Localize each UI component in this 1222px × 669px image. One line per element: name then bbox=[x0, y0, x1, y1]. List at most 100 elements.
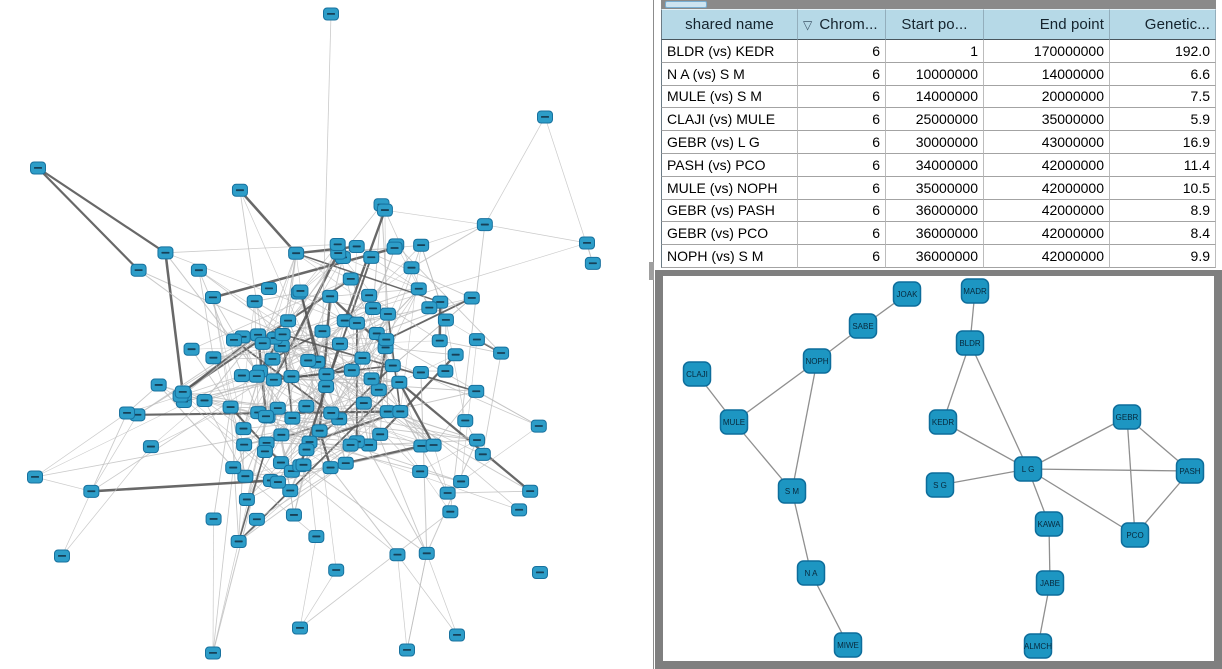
network-node-kawa[interactable]: KAWA bbox=[1034, 511, 1064, 537]
column-header-genetic-[interactable]: Genetic... bbox=[1110, 9, 1216, 40]
table-cell[interactable]: 6 bbox=[798, 199, 886, 223]
network-edge-L G-GEBR[interactable] bbox=[1027, 416, 1128, 470]
node-shape[interactable] bbox=[682, 361, 712, 387]
network-node[interactable] bbox=[437, 313, 454, 327]
table-cell[interactable]: 10000000 bbox=[886, 62, 984, 86]
network-edge-S G-L G[interactable] bbox=[939, 468, 1029, 486]
network-node-pco[interactable]: PCO bbox=[1120, 522, 1150, 548]
table-cell[interactable]: CLAJI (vs) MULE bbox=[661, 108, 798, 132]
network-node[interactable] bbox=[354, 351, 371, 365]
network-node[interactable] bbox=[372, 427, 389, 441]
network-node[interactable] bbox=[469, 433, 486, 447]
node-shape[interactable] bbox=[1023, 633, 1053, 659]
network-node[interactable] bbox=[248, 512, 265, 526]
network-node[interactable] bbox=[522, 484, 539, 498]
network-edge-L G-PASH[interactable] bbox=[1027, 468, 1191, 472]
node-shape[interactable] bbox=[925, 472, 955, 498]
network-node[interactable] bbox=[150, 378, 167, 392]
node-shape[interactable] bbox=[1120, 522, 1150, 548]
network-edge-BLDR-L G[interactable] bbox=[969, 342, 1029, 470]
network-node[interactable] bbox=[323, 7, 339, 21]
table-cell[interactable]: 6 bbox=[798, 108, 886, 132]
table-cell[interactable]: 6 bbox=[798, 245, 886, 268]
network-node[interactable] bbox=[355, 396, 372, 410]
table-cell[interactable]: 1 bbox=[886, 40, 984, 63]
network-node-claji[interactable]: CLAJI bbox=[682, 361, 712, 387]
main-network-view[interactable] bbox=[0, 0, 652, 669]
table-cell[interactable]: 42000000 bbox=[984, 153, 1110, 177]
network-node[interactable] bbox=[142, 440, 159, 454]
network-node[interactable] bbox=[284, 411, 301, 425]
network-node-gebr[interactable]: GEBR bbox=[1112, 404, 1142, 430]
network-node[interactable] bbox=[273, 428, 290, 442]
node-shape[interactable] bbox=[960, 278, 990, 304]
table-cell[interactable]: 6 bbox=[798, 131, 886, 154]
network-node[interactable] bbox=[274, 327, 291, 341]
network-node[interactable] bbox=[412, 366, 429, 380]
network-node[interactable] bbox=[196, 394, 213, 408]
network-node[interactable] bbox=[205, 646, 221, 660]
table-cell[interactable]: 36000000 bbox=[886, 222, 984, 246]
network-node[interactable] bbox=[54, 549, 70, 563]
node-shape[interactable] bbox=[777, 478, 807, 504]
network-node[interactable] bbox=[412, 465, 429, 479]
table-cell[interactable]: 35000000 bbox=[886, 176, 984, 200]
table-cell[interactable]: 42000000 bbox=[984, 245, 1110, 268]
network-node[interactable] bbox=[222, 400, 239, 414]
table-cell[interactable]: 6 bbox=[798, 222, 886, 246]
network-edge-BLDR-KEDR[interactable] bbox=[942, 342, 971, 423]
network-node[interactable] bbox=[264, 352, 281, 366]
network-node[interactable] bbox=[323, 406, 340, 420]
network-edge-S M-N A[interactable] bbox=[791, 490, 812, 574]
network-node[interactable] bbox=[205, 512, 222, 526]
network-node[interactable] bbox=[343, 363, 360, 377]
network-node[interactable] bbox=[329, 237, 346, 251]
network-node[interactable] bbox=[283, 370, 300, 384]
network-node[interactable] bbox=[537, 110, 553, 124]
node-shape[interactable] bbox=[1034, 511, 1064, 537]
table-cell[interactable]: 6 bbox=[798, 153, 886, 177]
network-node-almch[interactable]: ALMCH bbox=[1023, 633, 1053, 659]
network-node[interactable] bbox=[254, 336, 271, 350]
table-cell[interactable]: 7.5 bbox=[1110, 85, 1216, 109]
network-node[interactable] bbox=[410, 282, 427, 296]
network-node[interactable] bbox=[453, 475, 470, 489]
table-cell[interactable]: N A (vs) S M bbox=[661, 62, 798, 86]
network-node[interactable] bbox=[231, 183, 248, 197]
network-node[interactable] bbox=[348, 316, 365, 330]
table-cell[interactable]: PASH (vs) PCO bbox=[661, 153, 798, 177]
network-node[interactable] bbox=[314, 324, 331, 338]
column-header-end-point[interactable]: End point bbox=[984, 9, 1110, 40]
network-node[interactable] bbox=[272, 456, 289, 470]
network-edge-NOPH-MULE[interactable] bbox=[733, 360, 818, 423]
node-shape[interactable] bbox=[719, 409, 749, 435]
table-cell[interactable]: GEBR (vs) L G bbox=[661, 131, 798, 154]
network-node[interactable] bbox=[476, 218, 493, 232]
network-node[interactable] bbox=[493, 346, 510, 360]
network-node[interactable] bbox=[248, 369, 265, 383]
network-node-joak[interactable]: JOAK bbox=[892, 281, 922, 307]
network-node[interactable] bbox=[447, 348, 464, 362]
network-node[interactable] bbox=[27, 470, 43, 484]
network-node[interactable] bbox=[384, 359, 401, 373]
network-node-miwe[interactable]: MIWE bbox=[833, 632, 863, 658]
table-cell[interactable]: 6 bbox=[798, 40, 886, 63]
node-shape[interactable] bbox=[1112, 404, 1142, 430]
network-node[interactable] bbox=[363, 250, 380, 264]
network-node[interactable] bbox=[246, 294, 263, 308]
network-node[interactable] bbox=[292, 284, 309, 298]
network-node[interactable] bbox=[418, 546, 435, 560]
table-cell[interactable]: 192.0 bbox=[1110, 40, 1216, 63]
node-shape[interactable] bbox=[796, 560, 826, 586]
network-node[interactable] bbox=[295, 458, 312, 472]
network-node[interactable] bbox=[235, 422, 252, 436]
network-node[interactable] bbox=[311, 424, 328, 438]
network-node[interactable] bbox=[421, 301, 438, 315]
network-node[interactable] bbox=[237, 469, 254, 483]
network-node-noph[interactable]: NOPH bbox=[802, 348, 832, 374]
network-node[interactable] bbox=[413, 238, 430, 252]
network-node[interactable] bbox=[361, 288, 378, 302]
network-node[interactable] bbox=[190, 263, 207, 277]
network-node[interactable] bbox=[376, 203, 393, 217]
table-cell[interactable]: 11.4 bbox=[1110, 153, 1216, 177]
